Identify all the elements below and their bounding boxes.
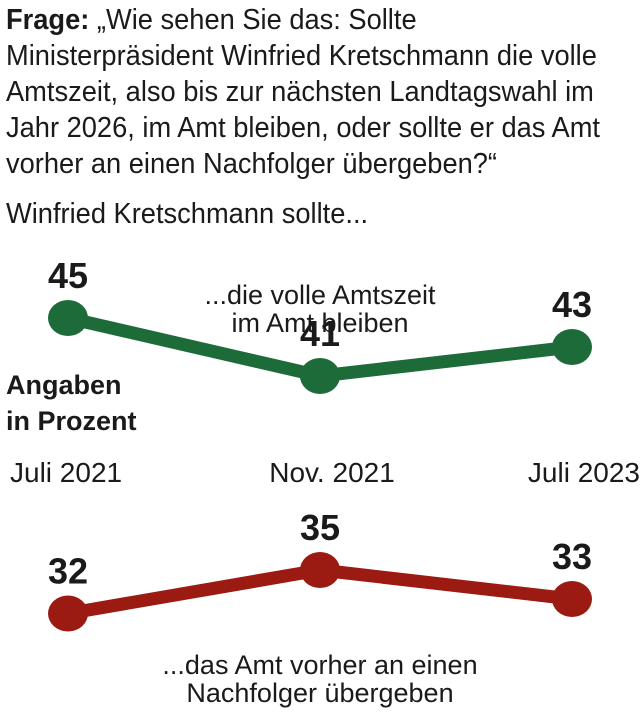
- unit-label-line-1: Angaben: [6, 370, 122, 400]
- series-name-label: ...die volle Amtszeit: [204, 280, 436, 310]
- data-label: 43: [552, 284, 592, 325]
- data-label: 41: [300, 313, 340, 354]
- data-point: [48, 595, 88, 632]
- x-tick-label: Juli 2021: [10, 457, 122, 488]
- series-name-label: im Amt bleiben: [231, 308, 408, 338]
- data-point: [552, 329, 592, 365]
- question-lead: Frage:: [6, 4, 90, 36]
- data-point: [300, 358, 340, 394]
- data-point: [300, 552, 340, 588]
- data-point: [48, 300, 88, 336]
- x-tick-label: Nov. 2021: [269, 457, 395, 488]
- chart-subtitle: Winfried Kretschmann sollte...: [6, 198, 369, 230]
- data-label: 33: [552, 536, 592, 577]
- survey-question: Frage: „Wie sehen Sie das: Sollte Minist…: [6, 2, 604, 182]
- data-label: 45: [48, 255, 88, 296]
- question-text: „Wie sehen Sie das: Sollte Ministerpräsi…: [6, 4, 600, 180]
- x-tick-label: Juli 2023: [528, 457, 640, 488]
- data-label: 35: [300, 507, 340, 548]
- series-name-label: ...das Amt vorher an einen: [162, 650, 477, 680]
- data-label: 32: [48, 551, 88, 592]
- unit-label-line-2: in Prozent: [6, 406, 137, 436]
- data-point: [552, 581, 592, 617]
- series-name-label: Nachfolger übergeben: [186, 678, 453, 708]
